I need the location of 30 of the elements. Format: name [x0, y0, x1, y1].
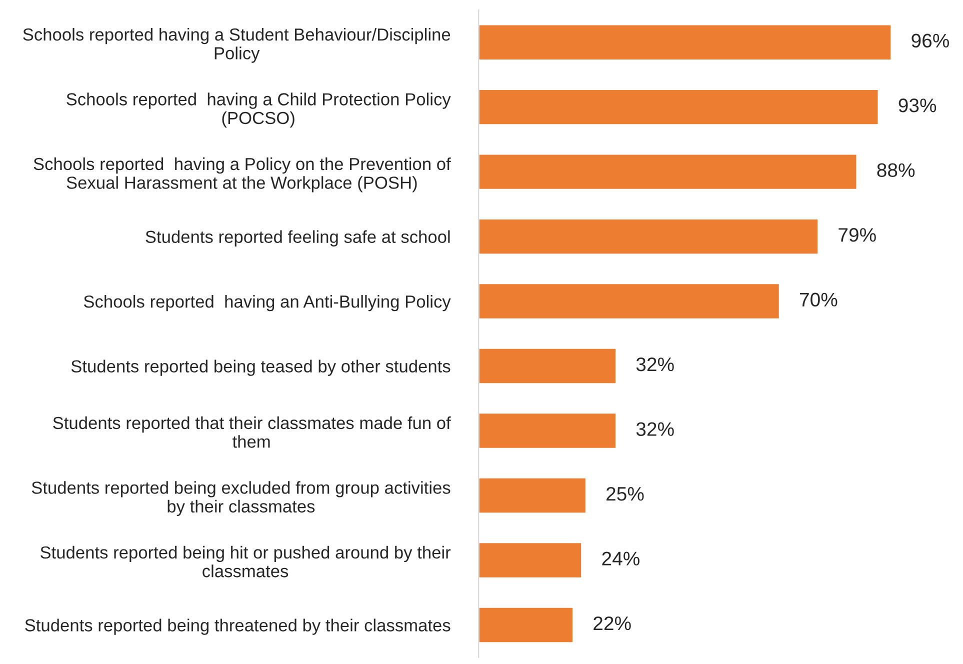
data-label: 32% [636, 422, 674, 436]
data-label: 25% [606, 486, 644, 501]
y-tick-label: Students reported being threatened by their classmates [25, 618, 450, 635]
data-label: 93% [898, 98, 936, 112]
data-label: 24% [602, 552, 640, 566]
y-tick-label: Schools reported having a Child Protection Policy (POCSO) [66, 92, 451, 128]
bar [478, 88, 880, 126]
data-label: 22% [594, 616, 631, 630]
data-label: 96% [912, 34, 949, 48]
y-tick-label: Schools reported having a Student Behaviour/Discipline Policy [23, 28, 450, 63]
y-tick-label: Students reported being teased by other students [71, 360, 450, 376]
data-label: 32% [636, 357, 674, 372]
y-tick-label: Schools reported having a Policy on the Prevention of Sexual Harassment at the Workplace (POSH) [34, 157, 451, 192]
data-label: 79% [838, 228, 876, 242]
y-tick-label: Students reported being excluded from group activities by their classmates [32, 481, 450, 516]
bar [478, 282, 780, 320]
y-tick-label: Students reported being hit or pushed around by their classmates [40, 546, 451, 578]
bar [478, 153, 858, 190]
data-label: 70% [800, 292, 838, 307]
y-tick-label: Students reported that their classmates made fun of them [53, 416, 451, 448]
bar [478, 24, 892, 61]
bar [478, 412, 617, 450]
data-label: 88% [877, 163, 915, 178]
y-tick-label: Students reported feeling safe at school [146, 230, 450, 246]
bar [478, 477, 587, 514]
bar [478, 218, 819, 256]
y-tick-label: Schools reported having an Anti-Bullying Policy [84, 295, 451, 312]
bar [478, 542, 582, 579]
bar [478, 348, 617, 385]
bar [478, 606, 574, 644]
